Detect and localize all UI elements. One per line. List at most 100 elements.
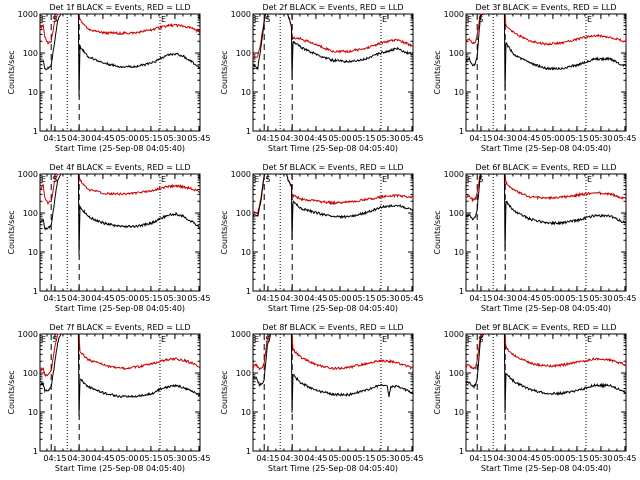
series-line-events-black bbox=[39, 333, 201, 417]
x-tick-label: 05:15 bbox=[565, 294, 588, 303]
event-marker-label: E bbox=[41, 15, 46, 24]
y-tick-label: 1000 bbox=[231, 170, 251, 179]
x-tick-label: 04:15 bbox=[469, 454, 492, 463]
x-tick-label: 05:30 bbox=[589, 294, 612, 303]
detector-panel: Det 3f BLACK = Events, RED = LLD 1 10 100 10… bbox=[433, 3, 636, 153]
x-tick-label: 05:00 bbox=[115, 454, 138, 463]
event-marker-label: E bbox=[382, 175, 387, 184]
event-marker-label: E bbox=[467, 175, 472, 184]
x-tick-label: 05:30 bbox=[163, 454, 186, 463]
event-marker-label: E bbox=[382, 15, 387, 24]
plot-frame bbox=[39, 333, 201, 452]
panel-title: Det 5f BLACK = Events, RED = LLD bbox=[262, 163, 403, 172]
y-tick-label: 1000 bbox=[18, 170, 38, 179]
plot-frame bbox=[465, 173, 627, 292]
event-marker-label: E bbox=[382, 335, 387, 344]
x-tick-label: 05:00 bbox=[328, 294, 351, 303]
plot-frame bbox=[39, 173, 201, 292]
x-tick-label: 05:45 bbox=[613, 294, 636, 303]
event-marker-label: E bbox=[161, 335, 166, 344]
detector-panel: Det 1f BLACK = Events, RED = LLD 1 10 100 10… bbox=[7, 3, 210, 153]
y-axis-label: Counts/sec bbox=[7, 210, 16, 254]
x-tick-label: 05:45 bbox=[400, 134, 423, 143]
x-tick-label: 04:45 bbox=[517, 454, 540, 463]
y-axis-label: Counts/sec bbox=[433, 370, 442, 414]
x-tick-label: 05:30 bbox=[163, 294, 186, 303]
x-tick-label: 04:30 bbox=[493, 454, 516, 463]
x-axis-label: Start Time (25-Sep-08 04:05:40) bbox=[481, 464, 611, 473]
panel-title: Det 8f BLACK = Events, RED = LLD bbox=[262, 323, 403, 332]
x-tick-label: 05:00 bbox=[115, 294, 138, 303]
y-tick-label: 10 bbox=[241, 248, 251, 257]
x-tick-label: 05:15 bbox=[565, 454, 588, 463]
plot-frame bbox=[252, 333, 414, 452]
x-tick-label: 04:45 bbox=[304, 454, 327, 463]
y-axis-label: Counts/sec bbox=[7, 50, 16, 94]
event-marker-label: S bbox=[265, 15, 270, 24]
x-tick-label: 04:15 bbox=[256, 294, 279, 303]
y-axis-label: Counts/sec bbox=[433, 50, 442, 94]
y-tick-label: 100 bbox=[449, 209, 464, 218]
x-tick-label: 05:45 bbox=[613, 134, 636, 143]
y-axis-label: Counts/sec bbox=[220, 50, 229, 94]
x-tick-label: 05:30 bbox=[589, 134, 612, 143]
series-line-events-black bbox=[465, 13, 627, 91]
y-tick-label: 1000 bbox=[18, 330, 38, 339]
panel-title: Det 7f BLACK = Events, RED = LLD bbox=[49, 323, 190, 332]
panel-title: Det 4f BLACK = Events, RED = LLD bbox=[49, 163, 190, 172]
x-axis-label: Start Time (25-Sep-08 04:05:40) bbox=[55, 304, 185, 313]
series-line-lld-red bbox=[465, 13, 627, 46]
y-tick-label: 1 bbox=[459, 127, 464, 136]
y-axis-label: Counts/sec bbox=[7, 370, 16, 414]
x-tick-label: 04:30 bbox=[493, 134, 516, 143]
x-tick-label: 05:45 bbox=[400, 294, 423, 303]
series-line-events-black bbox=[465, 333, 627, 414]
x-tick-label: 05:00 bbox=[541, 134, 564, 143]
x-tick-label: 04:30 bbox=[280, 454, 303, 463]
x-tick-label: 05:15 bbox=[352, 454, 375, 463]
event-marker-label: S bbox=[265, 175, 270, 184]
event-marker-label: E bbox=[587, 175, 592, 184]
event-marker-label: E bbox=[161, 15, 166, 24]
y-tick-label: 100 bbox=[23, 49, 38, 58]
y-tick-label: 1000 bbox=[231, 330, 251, 339]
x-tick-label: 04:30 bbox=[67, 134, 90, 143]
x-tick-label: 05:15 bbox=[139, 454, 162, 463]
x-axis-label: Start Time (25-Sep-08 04:05:40) bbox=[481, 304, 611, 313]
y-tick-label: 10 bbox=[241, 408, 251, 417]
detector-panel: Det 4f BLACK = Events, RED = LLD 1 10 100 10… bbox=[7, 163, 210, 313]
panel-title: Det 9f BLACK = Events, RED = LLD bbox=[475, 323, 616, 332]
series-line-lld-red bbox=[39, 333, 201, 377]
event-marker-label: S bbox=[52, 175, 57, 184]
x-tick-label: 04:30 bbox=[280, 134, 303, 143]
x-tick-label: 05:00 bbox=[541, 454, 564, 463]
series-line-lld-red bbox=[465, 333, 627, 370]
plot-frame bbox=[39, 13, 201, 132]
x-tick-label: 05:30 bbox=[589, 454, 612, 463]
series-line-lld-red bbox=[252, 173, 414, 215]
x-tick-label: 05:45 bbox=[613, 454, 636, 463]
x-tick-label: 05:15 bbox=[352, 134, 375, 143]
event-marker-label: E bbox=[254, 15, 259, 24]
x-axis-label: Start Time (25-Sep-08 04:05:40) bbox=[268, 304, 398, 313]
x-tick-label: 05:45 bbox=[187, 134, 210, 143]
x-tick-label: 04:45 bbox=[91, 454, 114, 463]
x-tick-label: 05:45 bbox=[187, 454, 210, 463]
y-tick-label: 100 bbox=[236, 209, 251, 218]
x-tick-label: 04:15 bbox=[43, 454, 66, 463]
x-tick-label: 04:15 bbox=[43, 294, 66, 303]
series-line-events-black bbox=[39, 13, 201, 97]
y-tick-label: 100 bbox=[23, 209, 38, 218]
y-tick-label: 1000 bbox=[444, 170, 464, 179]
series-line-lld-red bbox=[39, 13, 201, 45]
y-tick-label: 10 bbox=[241, 88, 251, 97]
y-tick-label: 100 bbox=[23, 369, 38, 378]
event-marker-label: S bbox=[52, 335, 57, 344]
y-tick-label: 1 bbox=[459, 447, 464, 456]
x-tick-label: 05:00 bbox=[541, 294, 564, 303]
x-tick-label: 04:15 bbox=[469, 294, 492, 303]
plot-frame bbox=[465, 333, 627, 452]
y-tick-label: 1 bbox=[459, 287, 464, 296]
series-line-lld-red bbox=[252, 333, 414, 371]
x-tick-label: 05:30 bbox=[376, 294, 399, 303]
